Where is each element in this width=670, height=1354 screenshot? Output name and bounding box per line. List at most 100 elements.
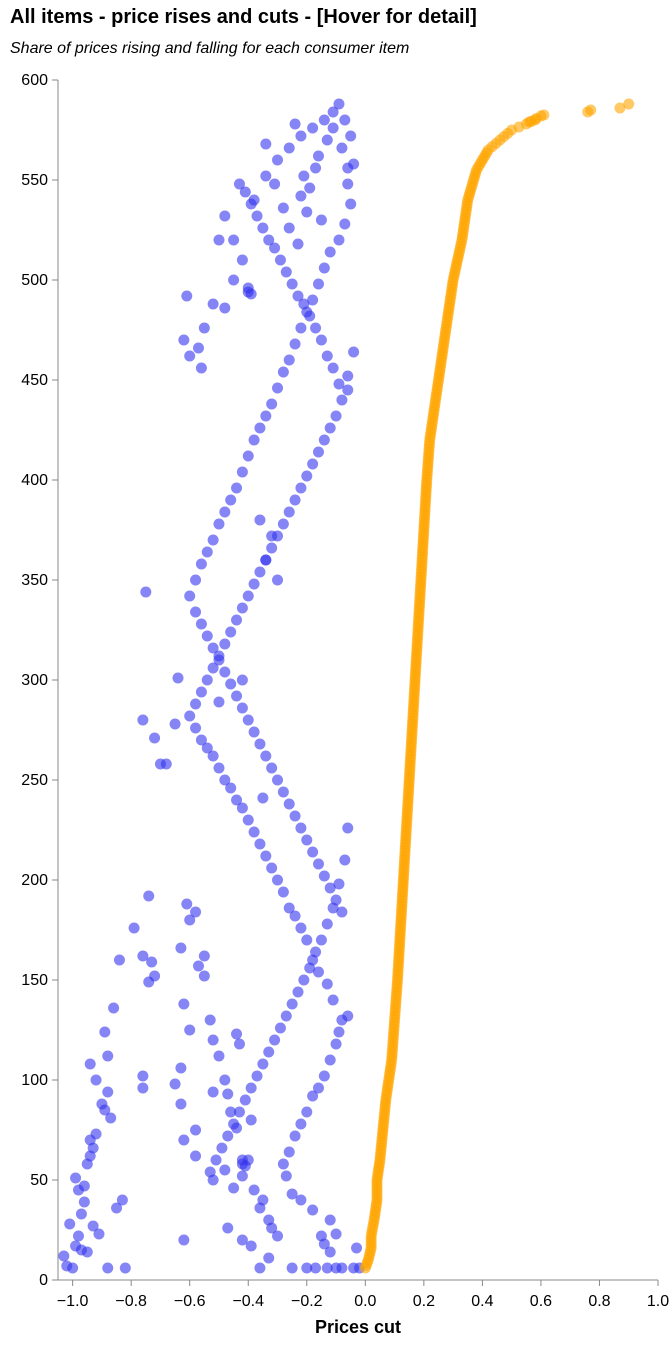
price-cut-point: [102, 1262, 114, 1274]
price-cut-point: [231, 690, 243, 702]
price-cut-point: [184, 710, 196, 722]
price-cut-point: [219, 1164, 231, 1176]
price-cut-point: [219, 506, 231, 518]
price-cut-point: [289, 910, 301, 922]
price-cut-point: [301, 1106, 313, 1118]
price-cut-point: [292, 238, 304, 250]
price-cut-point: [324, 1214, 336, 1226]
price-cut-point: [254, 566, 266, 578]
price-cut-point: [310, 322, 322, 334]
price-cut-point: [312, 1082, 324, 1094]
price-cut-point: [137, 1082, 149, 1094]
price-cut-point: [204, 1014, 216, 1026]
price-cut-point: [236, 254, 248, 266]
price-cut-point: [236, 1158, 248, 1170]
price-cut-point: [327, 122, 339, 134]
price-cut-point: [342, 162, 354, 174]
price-cut-point: [295, 190, 307, 202]
price-cut-point: [321, 1262, 333, 1274]
price-cut-point: [342, 822, 354, 834]
price-cut-point: [184, 350, 196, 362]
price-cut-point: [225, 626, 237, 638]
price-cut-point: [219, 774, 231, 786]
price-cut-point: [219, 210, 231, 222]
price-cut-point: [233, 1038, 245, 1050]
price-cut-point: [307, 846, 319, 858]
price-cut-point: [333, 1026, 345, 1038]
price-cut-point: [283, 354, 295, 366]
price-cut-point: [315, 334, 327, 346]
price-cut-point: [272, 154, 284, 166]
price-cut-point: [195, 618, 207, 630]
price-cut-point: [143, 976, 155, 988]
price-cut-point: [190, 698, 202, 710]
price-cut-point: [283, 222, 295, 234]
price-cut-point: [254, 514, 266, 526]
price-cut-point: [260, 410, 272, 422]
price-cut-point: [339, 854, 351, 866]
price-cut-point: [315, 214, 327, 226]
price-cut-point: [248, 826, 260, 838]
price-cut-point: [277, 518, 289, 530]
price-cut-point: [225, 782, 237, 794]
price-cut-point: [324, 246, 336, 258]
price-cut-point: [330, 1228, 342, 1240]
price-cut-point: [201, 674, 213, 686]
price-cut-point: [195, 734, 207, 746]
y-tick-label: 550: [21, 172, 48, 189]
price-cut-point: [64, 1218, 76, 1230]
price-cut-point: [289, 810, 301, 822]
price-cut-point: [269, 1034, 281, 1046]
price-cut-point: [298, 170, 310, 182]
y-tick-label: 0: [39, 1272, 48, 1289]
price-cut-point: [307, 1204, 319, 1216]
price-cut-point: [242, 450, 254, 462]
price-cut-point: [286, 278, 298, 290]
price-cut-point: [231, 482, 243, 494]
price-cut-point: [219, 666, 231, 678]
price-cut-point: [295, 130, 307, 142]
price-cut-point: [269, 242, 281, 254]
y-tick-label: 400: [21, 472, 48, 489]
price-cut-point: [84, 1058, 96, 1070]
price-cut-point: [260, 750, 272, 762]
price-cut-point: [239, 1094, 251, 1106]
price-cut-point: [87, 1220, 99, 1232]
price-cut-point: [201, 546, 213, 558]
price-cut-point: [327, 106, 339, 118]
price-cut-point: [236, 1170, 248, 1182]
price-cut-point: [248, 1184, 260, 1196]
price-cut-point: [304, 962, 316, 974]
price-cut-point: [286, 998, 298, 1010]
price-rise-point: [614, 102, 626, 114]
price-cut-point: [245, 1082, 257, 1094]
y-tick-label: 600: [21, 72, 48, 89]
price-cut-point: [254, 1262, 266, 1274]
price-cut-point: [318, 1070, 330, 1082]
y-tick-label: 300: [21, 672, 48, 689]
price-cut-point: [251, 1070, 263, 1082]
price-cut-point: [289, 494, 301, 506]
price-cut-point: [266, 542, 278, 554]
price-cut-point: [307, 122, 319, 134]
price-cut-point: [228, 234, 240, 246]
price-cut-point: [128, 922, 140, 934]
price-cut-point: [324, 1246, 336, 1258]
price-cut-point: [333, 234, 345, 246]
price-cut-point: [283, 1146, 295, 1158]
x-tick-label: −1.0: [57, 1293, 89, 1310]
price-cut-point: [257, 1194, 269, 1206]
price-cut-point: [72, 1230, 84, 1242]
price-cut-point: [198, 950, 210, 962]
price-cut-point: [119, 1262, 131, 1274]
price-cut-point: [342, 370, 354, 382]
price-cut-point: [348, 346, 360, 358]
x-tick-label: 0.2: [413, 1293, 435, 1310]
price-cut-point: [266, 530, 278, 542]
price-cut-point: [178, 1234, 190, 1246]
price-cut-point: [248, 726, 260, 738]
price-cut-point: [307, 294, 319, 306]
price-cut-point: [318, 114, 330, 126]
price-cut-point: [184, 914, 196, 926]
price-cut-point: [213, 234, 225, 246]
